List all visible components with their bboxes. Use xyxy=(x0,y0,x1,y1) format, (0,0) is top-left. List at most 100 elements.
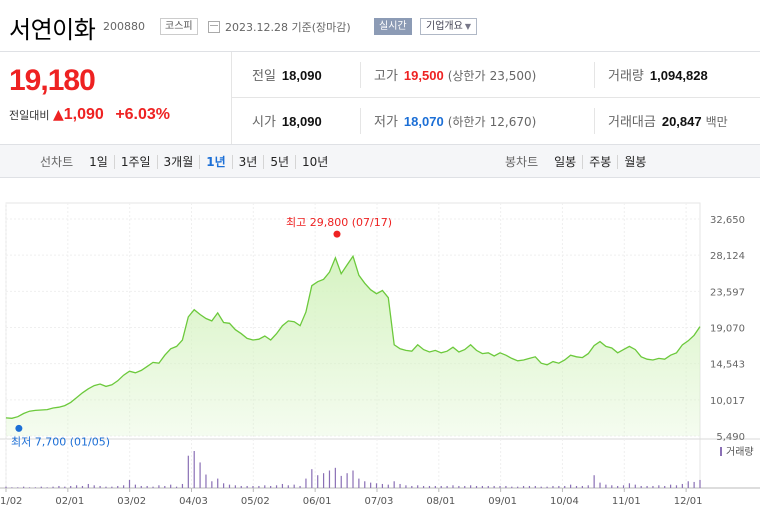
price-chart[interactable]: 32,650 28,124 23,597 19,070 14,543 10,017 5,49… xyxy=(0,178,760,531)
volume-bar xyxy=(328,470,331,488)
volume-legend: 거래량 xyxy=(726,446,754,458)
open-stat: 시가 18,090 xyxy=(252,111,322,130)
divider xyxy=(360,62,361,88)
volume-bar xyxy=(146,485,148,488)
volume-bar xyxy=(334,467,336,488)
volume-bar xyxy=(611,485,613,488)
volume-bar xyxy=(405,485,407,488)
volume-bar xyxy=(634,484,636,488)
tab-5y[interactable]: 5년 xyxy=(263,155,296,169)
realtime-button[interactable]: 실시간 xyxy=(374,18,412,35)
volume-bar xyxy=(40,486,42,488)
x-tick-label: 11/01 xyxy=(612,496,641,507)
low-value: 18,070 xyxy=(403,114,444,129)
change-row: 전일대비 ▲1,090 +6.03% xyxy=(9,106,170,124)
company-name[interactable]: 서연이화 xyxy=(9,16,96,44)
volume-bar xyxy=(275,485,278,488)
x-tick-label: 03/02 xyxy=(117,496,146,507)
date-text: 2023.12.28 기준(장마감) xyxy=(225,21,351,34)
volume-bar xyxy=(487,485,489,488)
x-tick-label: 08/01 xyxy=(426,496,455,507)
up-arrow-icon: ▲ xyxy=(52,107,64,123)
volume-bar xyxy=(111,486,113,488)
volume-value: 1,094,828 xyxy=(649,68,708,83)
stock-code: 200880 xyxy=(103,20,145,33)
volume-bar xyxy=(470,485,472,488)
tab-daily[interactable]: 일봉 xyxy=(554,155,577,169)
volume-bar xyxy=(422,485,425,488)
tab-3m[interactable]: 3개월 xyxy=(156,155,200,169)
volume-bar xyxy=(287,485,289,488)
volume-bar xyxy=(17,487,19,488)
upper-limit-value: 23,500) xyxy=(489,69,537,83)
tab-10y[interactable]: 10년 xyxy=(295,155,335,169)
volume-bar xyxy=(81,485,84,488)
current-price-box: 19,180 전일대비 ▲1,090 +6.03% xyxy=(0,52,232,144)
volume-bar xyxy=(75,485,78,488)
volume-bar xyxy=(593,475,595,488)
volume-bar xyxy=(23,486,25,488)
volume-bar xyxy=(193,451,195,488)
volume-bar xyxy=(99,485,101,488)
price-summary: 19,180 전일대비 ▲1,090 +6.03% 전일 18,090 고가 19,… xyxy=(0,52,760,144)
tab-1w[interactable]: 1주일 xyxy=(113,155,157,169)
volume-bar xyxy=(93,485,95,488)
tab-monthly[interactable]: 월봉 xyxy=(617,155,653,169)
max-marker xyxy=(333,230,341,238)
volume-bar xyxy=(446,485,448,488)
volume-bar xyxy=(693,481,695,488)
prev-close-label: 전일 xyxy=(252,69,276,84)
price-area xyxy=(6,256,700,436)
volume-bar xyxy=(628,483,631,488)
change-amount: 1,090 xyxy=(63,106,104,123)
volume-bar xyxy=(464,485,466,488)
lower-limit-label: (하한가 xyxy=(447,115,486,129)
high-value: 19,500 xyxy=(403,68,444,83)
tab-weekly[interactable]: 주봉 xyxy=(582,155,618,169)
volume-bar xyxy=(293,484,295,488)
volume-label: 거래량 xyxy=(608,69,644,84)
volume-bar xyxy=(687,481,689,488)
volume-bar xyxy=(517,486,519,488)
prev-close-stat: 전일 18,090 xyxy=(252,65,322,84)
y-tick-label: 10,017 xyxy=(710,396,745,407)
tab-1d[interactable]: 1일 xyxy=(89,155,108,169)
volume-bar xyxy=(440,485,442,488)
x-tick-label: 06/01 xyxy=(303,496,332,507)
volume-bar xyxy=(134,484,136,488)
x-tick-label: 02/01 xyxy=(55,496,84,507)
volume-bar xyxy=(399,483,401,488)
stats-row-2: 시가 18,090 저가 18,070 (하한가 12,670) 거래대금 20,847… xyxy=(232,98,760,144)
x-tick-label: 01/02 xyxy=(0,496,22,507)
tab-3y[interactable]: 3년 xyxy=(231,155,264,169)
volume-bar xyxy=(322,473,325,488)
volume-bar xyxy=(70,485,72,488)
volume-bar xyxy=(128,479,131,488)
company-overview-button[interactable]: 기업개요 ▼ xyxy=(420,18,477,35)
volume-bar xyxy=(411,485,413,488)
volume-bar xyxy=(46,487,48,488)
volume-bar xyxy=(387,484,389,488)
volume-bar xyxy=(170,484,172,488)
company-overview-label: 기업개요 xyxy=(426,21,463,32)
min-annotation: 최저 7,700 (01/05) xyxy=(11,435,110,448)
volume-bar xyxy=(640,485,642,488)
volume-bar xyxy=(234,485,236,488)
volume-bar xyxy=(699,479,701,488)
tab-1y[interactable]: 1년 xyxy=(199,155,232,169)
volume-bar xyxy=(375,483,378,488)
y-tick-label: 23,597 xyxy=(710,287,745,298)
volume-bar xyxy=(605,484,607,488)
volume-bar xyxy=(252,485,254,488)
open-label: 시가 xyxy=(252,115,276,130)
change-percent: +6.03% xyxy=(115,106,171,123)
volume-bar xyxy=(34,487,37,488)
chevron-down-icon: ▼ xyxy=(464,22,471,31)
volume-bar xyxy=(434,485,436,488)
prev-close-value: 18,090 xyxy=(281,68,322,83)
volume-bar xyxy=(317,475,319,488)
volume-bar xyxy=(458,485,460,488)
calendar-icon xyxy=(208,21,220,33)
upper-limit-label: (상한가 xyxy=(447,69,486,83)
volume-bar xyxy=(564,485,566,488)
